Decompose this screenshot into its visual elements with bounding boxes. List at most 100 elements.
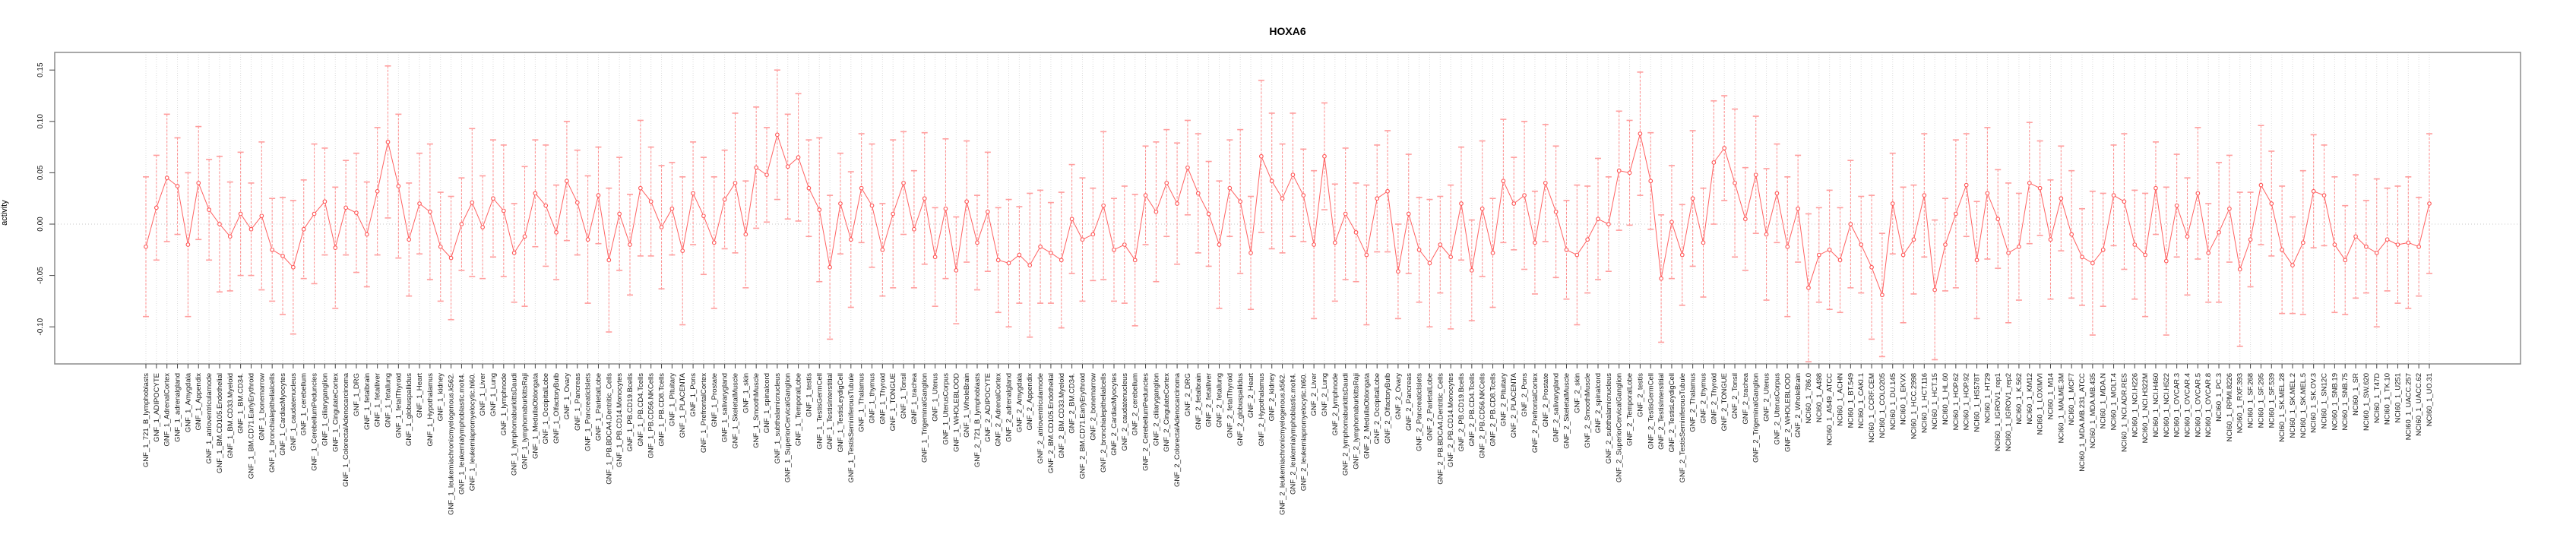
mean-point-marker xyxy=(248,226,254,232)
mean-point-marker xyxy=(522,234,527,239)
category-label: GNF_2_TemporalLobe xyxy=(1626,373,1635,446)
category-label: NCI60_1_A549_ATCC xyxy=(1826,373,1834,446)
category-label: GNF_2_SuperiorCervicalGanglion xyxy=(1616,373,1624,482)
mean-point-marker xyxy=(1995,217,2001,222)
mean-point-marker xyxy=(1533,240,1537,245)
mean-point-marker xyxy=(985,209,990,214)
mean-point-marker xyxy=(511,251,517,255)
mean-point-marker xyxy=(901,181,906,185)
mean-point-marker xyxy=(1679,252,1685,258)
mean-point-marker xyxy=(533,191,538,196)
category-label: GNF_1_UterusCorpus xyxy=(941,373,950,445)
mean-point-marker xyxy=(2364,244,2369,249)
category-label: GNF_2_bronchialepithelialcells xyxy=(1100,373,1108,473)
category-label: GNF_2_ADIPOCYTE xyxy=(984,373,992,442)
category-label: GNF_1_adrenalgland xyxy=(174,373,182,442)
category-label: GNF_2_PB.BDCA4.Dentritic_Cells xyxy=(1436,373,1445,485)
category-label: GNF_1_CingulateCortex xyxy=(331,373,340,452)
mean-point-marker xyxy=(1259,153,1264,159)
mean-point-marker xyxy=(2090,261,2095,266)
mean-point-marker xyxy=(1796,206,1800,211)
category-label: GNF_2_BM.CD71.EarlyErythroid xyxy=(1078,373,1087,479)
category-label: GNF_1_SkeletalMuscle xyxy=(731,373,739,449)
y-tick-label: 0.15 xyxy=(36,62,45,77)
mean-point-marker xyxy=(322,199,328,204)
mean-point-marker xyxy=(565,179,569,184)
mean-point-marker xyxy=(291,264,296,270)
category-label: GNF_2_TestisInterstitial xyxy=(1657,373,1666,450)
category-label: NCI60_1_HCT.116 xyxy=(1920,373,1929,433)
category-label: GNF_2_ColorectalAdenocarcinoma xyxy=(1173,372,1182,487)
mean-point-marker xyxy=(2185,234,2190,239)
mean-point-marker xyxy=(975,240,979,245)
mean-point-marker xyxy=(259,213,264,219)
mean-point-marker xyxy=(280,254,285,258)
category-label: NCI60_1_COLO205 xyxy=(1878,373,1887,438)
mean-point-marker xyxy=(628,242,632,247)
category-label: GNF_1_atrioventricularnode xyxy=(205,373,214,463)
mean-point-marker xyxy=(1164,181,1169,185)
category-label: GNF_2_CerebellumPeduncles xyxy=(1142,373,1150,471)
mean-point-marker xyxy=(2059,196,2064,201)
category-label: GNF_1_PLACENTA xyxy=(679,372,687,438)
category-label: GNF_1_ParietalLobe xyxy=(594,373,603,441)
category-label: GNF_2_lymphomaburkittsRaji xyxy=(1353,373,1361,470)
mean-point-marker xyxy=(848,237,853,242)
category-label: GNF_1_ciliaryganglion xyxy=(321,373,329,446)
category-label: GNF_1_Appendix xyxy=(195,373,203,431)
category-label: NCI60_1_PC.3 xyxy=(2215,373,2223,422)
category-label: GNF_1_lymphomaburkittsDaudi xyxy=(511,373,519,476)
category-label: NCI60_1_786.0 xyxy=(1805,373,1813,424)
category-label: GNF_1_Thyroid xyxy=(878,373,887,425)
category-label: GNF_2_subthalamicnucleus xyxy=(1605,373,1613,464)
category-label: GNF_1_CardiacMyocytes xyxy=(279,373,287,456)
mean-point-marker xyxy=(227,234,233,239)
category-label: GNF_2_kidney xyxy=(1268,373,1277,422)
mean-point-marker xyxy=(2163,258,2169,264)
mean-point-marker xyxy=(1206,211,1211,217)
mean-point-marker xyxy=(1343,211,1348,217)
mean-point-marker xyxy=(859,185,864,191)
mean-point-marker xyxy=(175,184,180,188)
mean-connector-line xyxy=(145,133,2430,296)
mean-point-marker xyxy=(270,247,275,252)
category-label: GNF_1_PB.CD19.Bcells xyxy=(626,373,635,452)
mean-point-marker xyxy=(364,232,369,237)
mean-point-marker xyxy=(196,181,201,185)
category-label: GNF_2_trachea xyxy=(1742,372,1750,424)
y-tick-label: -0.10 xyxy=(36,318,45,335)
mean-point-marker xyxy=(2143,252,2147,258)
mean-point-marker xyxy=(2280,247,2284,252)
mean-point-marker xyxy=(2132,242,2138,247)
mean-point-marker xyxy=(312,211,317,217)
category-label: GNF_2_thymus xyxy=(1699,373,1707,424)
category-label: GNF_2_BM.CD34. xyxy=(1068,373,1077,434)
mean-point-marker xyxy=(806,185,812,191)
category-label: NCI60_1_NCI.ADR.RES xyxy=(2120,373,2128,452)
category-label: GNF_1_TONGUE xyxy=(889,373,897,431)
category-label: NCI60_1_OVCAR.4 xyxy=(2183,373,2191,437)
mean-point-marker xyxy=(480,225,485,229)
category-label: GNF_1_PB.CD14.Monocytes xyxy=(616,373,624,467)
category-label: GNF_2_fetallung xyxy=(1215,373,1223,428)
mean-point-marker xyxy=(1943,242,1948,247)
mean-point-marker xyxy=(2427,201,2432,206)
y-tick-label: 0.05 xyxy=(36,165,45,180)
mean-point-marker xyxy=(922,196,927,201)
mean-point-marker xyxy=(638,185,643,191)
category-label: GNF_2_BM.CD33.Myeloid xyxy=(1058,373,1066,458)
mean-point-marker xyxy=(2374,251,2379,255)
category-label: NCI60_1_SK.OV.3 xyxy=(2310,373,2318,433)
category-label: GNF_1_BM.CD34. xyxy=(237,373,245,434)
category-label: NCI60_1_NCI.H460 xyxy=(2152,373,2160,438)
mean-point-marker xyxy=(1616,168,1622,173)
category-label: NCI60_1_TK.10 xyxy=(2384,373,2392,425)
mean-point-marker xyxy=(2237,267,2242,272)
mean-point-marker xyxy=(775,132,780,138)
category-label: GNF_2_SkeletalMuscle xyxy=(1562,373,1571,449)
category-label: NCI60_1_SF.539 xyxy=(2267,373,2276,428)
mean-point-marker xyxy=(543,203,549,208)
mean-point-marker xyxy=(1469,267,1474,273)
category-label: GNF_2_PB.CD8.Tcells xyxy=(1489,373,1498,447)
category-label: NCI60_1_SR xyxy=(2352,373,2360,416)
